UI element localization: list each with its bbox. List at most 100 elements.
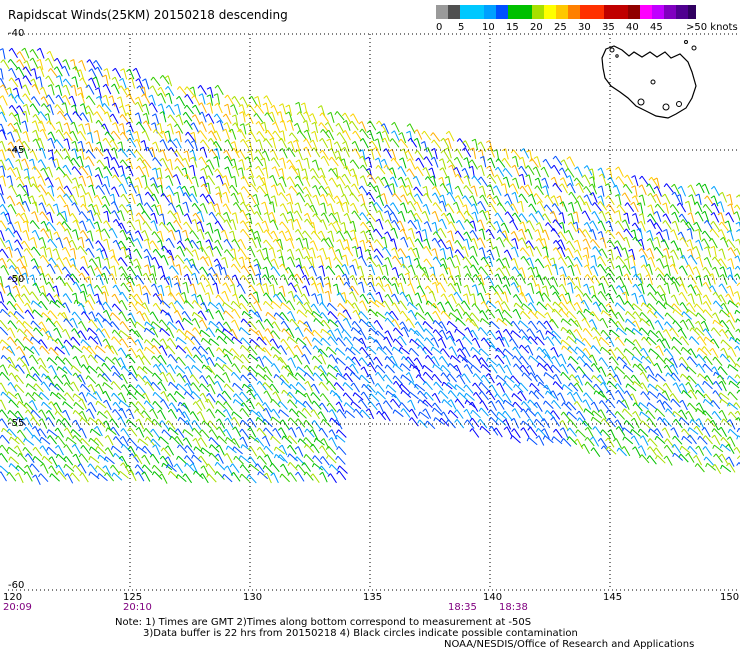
- colorbar-swatch: [580, 5, 604, 19]
- wind-barb: [417, 238, 424, 249]
- wind-barb-tick: [415, 157, 419, 162]
- wind-barb-tick: [124, 87, 129, 91]
- wind-barb-tick: [71, 140, 76, 144]
- wind-barb-tick: [231, 336, 235, 341]
- wind-barb: [298, 309, 308, 318]
- wind-barb-tick: [185, 131, 189, 136]
- wind-barb-tick: [222, 302, 225, 307]
- wind-barb: [560, 308, 569, 318]
- wind-barb-tick: [391, 219, 395, 224]
- wind-barb-tick: [341, 264, 346, 268]
- wind-barb: [649, 238, 655, 249]
- wind-barb-tick: [489, 285, 493, 290]
- wind-barb: [705, 294, 712, 305]
- wind-barb: [34, 84, 41, 95]
- wind-barb: [387, 219, 394, 230]
- wind-barb: [439, 282, 446, 293]
- wind-barb: [531, 193, 537, 205]
- wind-barb-tick: [719, 273, 724, 278]
- wind-barb-tick: [352, 148, 356, 152]
- wind-barb: [649, 329, 659, 339]
- wind-barb-tick: [23, 60, 28, 64]
- wind-barb-tick: [0, 149, 3, 152]
- wind-barb: [112, 113, 119, 124]
- wind-barb: [377, 164, 386, 175]
- wind-barb: [194, 203, 202, 213]
- wind-barb: [306, 321, 313, 332]
- wind-barb: [256, 311, 263, 322]
- wind-barb: [560, 246, 566, 258]
- wind-barb: [0, 301, 9, 311]
- wind-barb: [88, 192, 94, 203]
- wind-barb: [570, 191, 578, 202]
- wind-barb-tick: [487, 330, 491, 334]
- wind-barb: [265, 102, 270, 114]
- wind-barb: [186, 86, 195, 96]
- wind-barb: [31, 336, 41, 345]
- wind-barb-tick: [193, 354, 197, 359]
- wind-barb: [712, 338, 720, 349]
- wind-barb: [535, 193, 543, 203]
- wind-barb-tick: [335, 122, 339, 127]
- wind-barb: [161, 328, 171, 337]
- wind-barb-tick: [328, 246, 333, 250]
- wind-barb-tick: [63, 228, 68, 232]
- wind-barb-tick: [53, 150, 58, 154]
- wind-barb: [736, 211, 740, 222]
- wind-barb-tick: [206, 245, 211, 249]
- wind-barb-tick: [701, 183, 706, 187]
- wind-barb: [160, 293, 164, 305]
- wind-barb: [424, 346, 433, 356]
- wind-barb: [25, 131, 30, 143]
- wind-barb: [153, 231, 162, 241]
- wind-barb: [113, 130, 121, 140]
- wind-barb: [240, 327, 250, 336]
- wind-barb: [234, 122, 242, 133]
- wind-barb: [691, 336, 700, 345]
- wind-barb-tick: [68, 194, 73, 198]
- wind-barb: [104, 184, 111, 195]
- wind-barb: [650, 257, 656, 268]
- wind-barb-tick: [685, 264, 690, 268]
- wind-barb: [312, 247, 316, 259]
- wind-barb-tick: [465, 317, 469, 322]
- wind-barb: [99, 96, 104, 107]
- wind-barb-tick: [359, 149, 364, 153]
- wind-barb-tick: [320, 212, 325, 216]
- wind-barb-tick: [573, 329, 577, 333]
- wind-barb: [71, 194, 78, 205]
- wind-barb: [449, 191, 456, 202]
- wind-barb: [83, 283, 88, 295]
- wind-barb: [643, 336, 652, 346]
- wind-barb: [737, 265, 740, 271]
- wind-barb: [168, 321, 178, 330]
- wind-barb-tick: [431, 192, 436, 196]
- wind-barb-tick: [93, 111, 98, 115]
- wind-barb-tick: [174, 158, 178, 162]
- wind-barb-tick: [454, 148, 458, 153]
- wind-barb-tick: [462, 256, 466, 261]
- wind-barb: [242, 209, 249, 221]
- wind-barb-tick: [56, 212, 60, 217]
- wind-barb-tick: [685, 221, 689, 226]
- wind-barb: [320, 185, 329, 196]
- wind-barb-tick: [661, 338, 666, 342]
- wind-barb: [265, 300, 274, 310]
- wind-barb: [265, 138, 273, 148]
- wind-barb: [194, 176, 199, 188]
- wind-barb: [610, 318, 619, 328]
- wind-barb: [594, 202, 602, 212]
- wind-barb-tick: [286, 300, 290, 304]
- wind-barb-tick: [717, 258, 722, 262]
- wind-barb-tick: [517, 320, 521, 325]
- wind-barb: [705, 282, 712, 293]
- wind-barb-tick: [389, 138, 393, 142]
- wind-barb-tick: [172, 174, 177, 178]
- wind-barb-tick: [93, 335, 98, 340]
- wind-barb-tick: [7, 292, 11, 297]
- wind-barb-tick: [616, 204, 620, 209]
- wind-barb-tick: [224, 103, 229, 107]
- wind-barb-tick: [343, 239, 348, 242]
- wind-barb-tick: [296, 301, 300, 306]
- wind-barb: [162, 213, 166, 225]
